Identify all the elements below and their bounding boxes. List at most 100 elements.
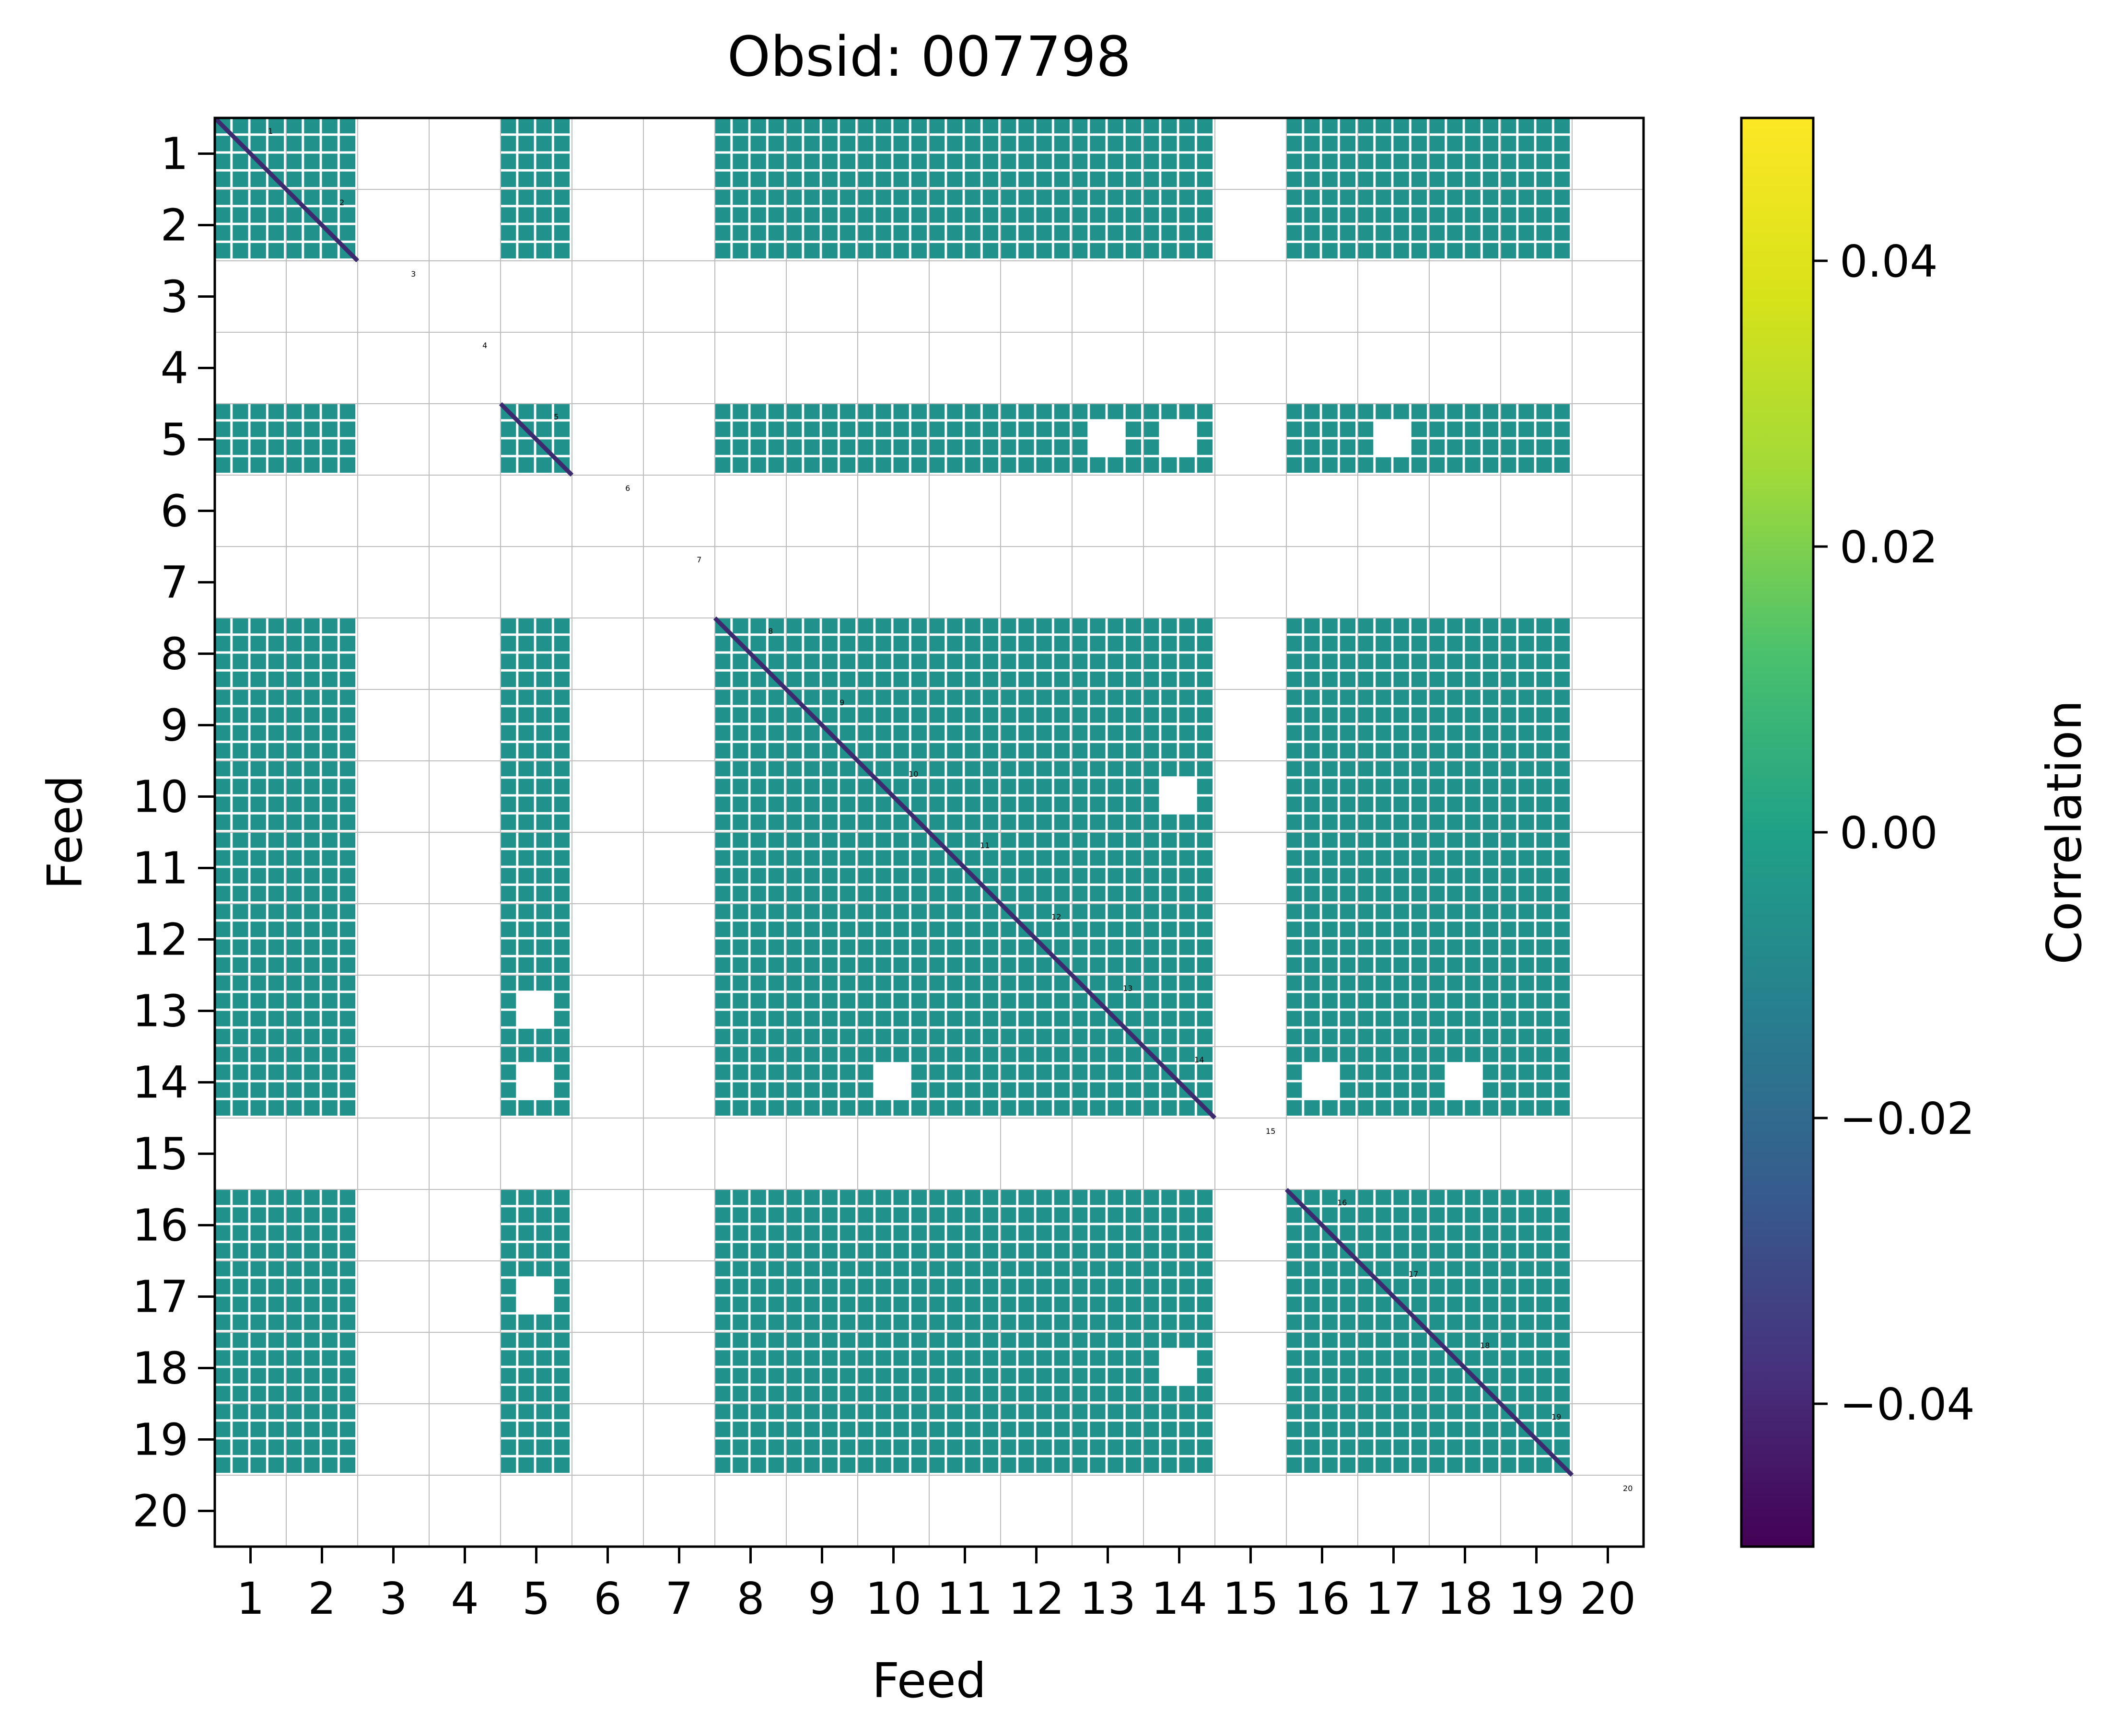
heatmap-cell-feed-13-16: [1340, 975, 1356, 991]
heatmap-cell-feed-8-14: [1161, 618, 1177, 634]
heatmap-cell-feed-5-8: [733, 404, 748, 419]
heatmap-cell-feed-2-11: [965, 189, 980, 205]
heatmap-cell-feed-5-18: [1465, 421, 1481, 437]
heatmap-cell-feed-11-1: [250, 832, 266, 848]
heatmap-cell-feed-19-19: [1518, 1457, 1534, 1473]
heatmap-cell-feed-19-14: [1179, 1421, 1195, 1437]
heatmap-cell-feed-10-12: [1018, 796, 1034, 812]
heatmap-cell-feed-2-16: [1322, 243, 1338, 259]
heatmap-cell-feed-18-19: [1518, 1386, 1534, 1402]
heatmap-cell-feed-16-5: [536, 1225, 552, 1241]
heatmap-cell-feed-5-14: [1161, 457, 1177, 473]
heatmap-cell-feed-18-2: [304, 1386, 320, 1402]
heatmap-cell-feed-13-10: [875, 1011, 891, 1026]
heatmap-cell-feed-14-17: [1411, 1082, 1427, 1098]
heatmap-cell-feed-9-1: [233, 707, 248, 723]
heatmap-cell-feed-1-12: [1036, 153, 1052, 169]
heatmap-cell-feed-13-19: [1536, 1011, 1552, 1026]
heatmap-cell-feed-1-2: [322, 153, 338, 169]
heatmap-cell-feed-5-18: [1429, 404, 1445, 419]
heatmap-cell-feed-9-9: [822, 743, 838, 759]
heatmap-cell-feed-12-17: [1376, 939, 1391, 955]
heatmap-cell-feed-9-11: [929, 743, 945, 759]
heatmap-cell-feed-14-13: [1108, 1082, 1123, 1098]
heatmap-cell-feed-14-2: [286, 1100, 302, 1116]
heatmap-cell-feed-8-14: [1143, 636, 1159, 652]
heatmap-cell-feed-14-13: [1108, 1064, 1123, 1080]
heatmap-cell-feed-16-8: [733, 1225, 748, 1241]
heatmap-cell-feed-11-10: [893, 868, 909, 884]
heatmap-cell-feed-12-2: [339, 921, 356, 937]
heatmap-cell-feed-14-1: [268, 1082, 284, 1098]
heatmap-cell-feed-14-16: [1340, 1100, 1356, 1116]
heatmap-cell-feed-2-14: [1179, 243, 1195, 259]
heatmap-cell-feed-1-17: [1393, 171, 1409, 187]
heatmap-cell-feed-8-11: [947, 618, 963, 634]
heatmap-cell-feed-12-2: [286, 939, 302, 955]
heatmap-cell-feed-1-5: [501, 118, 516, 134]
heatmap-cell-feed-18-8: [733, 1332, 748, 1348]
heatmap-cell-feed-19-17: [1411, 1439, 1427, 1455]
heatmap-cell-feed-17-13: [1090, 1314, 1106, 1330]
heatmap-cell-feed-13-13: [1108, 975, 1123, 991]
heatmap-cell-feed-11-8: [733, 868, 748, 884]
heatmap-cell-feed-5-19: [1518, 404, 1534, 419]
heatmap-cell-feed-12-18: [1465, 939, 1481, 955]
heatmap-cell-feed-18-12: [1036, 1386, 1052, 1402]
heatmap-cell-feed-19-19: [1518, 1439, 1534, 1455]
heatmap-cell-feed-2-16: [1322, 189, 1338, 205]
heatmap-cell-feed-16-17: [1393, 1225, 1409, 1241]
heatmap-cell-feed-14-18: [1429, 1100, 1445, 1116]
heatmap-cell-feed-18-2: [286, 1350, 302, 1366]
diagonal-label-feed-2: 2: [339, 198, 344, 207]
heatmap-cell-feed-10-12: [1001, 761, 1016, 777]
heatmap-cell-feed-16-5: [536, 1243, 552, 1259]
heatmap-cell-feed-1-16: [1304, 136, 1320, 151]
heatmap-cell-feed-11-17: [1393, 850, 1409, 866]
heatmap-cell-feed-9-11: [965, 707, 980, 723]
heatmap-cell-feed-12-11: [982, 957, 999, 973]
heatmap-cell-feed-9-9: [786, 707, 802, 723]
heatmap-cell-feed-16-2: [322, 1189, 338, 1205]
heatmap-cell-feed-17-16: [1286, 1296, 1302, 1312]
heatmap-cell-feed-11-1: [215, 850, 231, 866]
heatmap-cell-feed-18-8: [733, 1350, 748, 1366]
heatmap-cell-feed-11-18: [1429, 868, 1445, 884]
heatmap-cell-feed-13-8: [768, 1028, 784, 1045]
heatmap-cell-feed-9-14: [1197, 707, 1213, 723]
heatmap-cell-feed-2-13: [1090, 225, 1106, 241]
heatmap-cell-feed-14-10: [893, 1047, 909, 1062]
heatmap-cell-feed-12-19: [1554, 921, 1570, 937]
heatmap-cell-feed-10-5: [536, 814, 552, 830]
heatmap-cell-feed-19-2: [339, 1439, 356, 1455]
heatmap-cell-feed-9-17: [1393, 743, 1409, 759]
heatmap-cell-feed-16-9: [804, 1243, 820, 1259]
heatmap-cell-feed-5-18: [1465, 439, 1481, 455]
heatmap-cell-feed-16-11: [947, 1207, 963, 1223]
heatmap-cell-feed-19-1: [250, 1457, 266, 1473]
heatmap-cell-feed-2-5: [554, 189, 570, 205]
heatmap-cell-feed-2-9: [822, 189, 838, 205]
heatmap-cell-feed-18-14: [1197, 1350, 1213, 1366]
heatmap-cell-feed-12-10: [911, 939, 927, 955]
heatmap-cell-feed-1-16: [1340, 153, 1356, 169]
heatmap-cell-feed-9-13: [1108, 725, 1123, 741]
heatmap-cell-feed-17-11: [947, 1314, 963, 1330]
heatmap-cell-feed-16-5: [518, 1207, 534, 1223]
heatmap-cell-feed-19-13: [1072, 1439, 1088, 1455]
heatmap-cell-feed-19-19: [1501, 1457, 1516, 1473]
heatmap-cell-feed-5-12: [1036, 404, 1052, 419]
heatmap-cell-feed-19-12: [1036, 1439, 1052, 1455]
heatmap-cell-feed-2-17: [1376, 189, 1391, 205]
heatmap-cell-feed-10-13: [1072, 796, 1088, 812]
heatmap-cell-feed-1-17: [1358, 136, 1374, 151]
heatmap-cell-feed-12-5: [501, 904, 516, 920]
heatmap-cell-feed-8-19: [1501, 671, 1516, 687]
heatmap-cell-feed-8-11: [982, 618, 999, 634]
heatmap-cell-feed-11-13: [1072, 885, 1088, 902]
heatmap-cell-feed-12-17: [1376, 957, 1391, 973]
heatmap-cell-feed-18-17: [1411, 1368, 1427, 1384]
heatmap-cell-feed-18-18: [1482, 1368, 1499, 1384]
heatmap-cell-feed-10-16: [1304, 814, 1320, 830]
diagonal-segment-feed-9: [784, 687, 860, 763]
